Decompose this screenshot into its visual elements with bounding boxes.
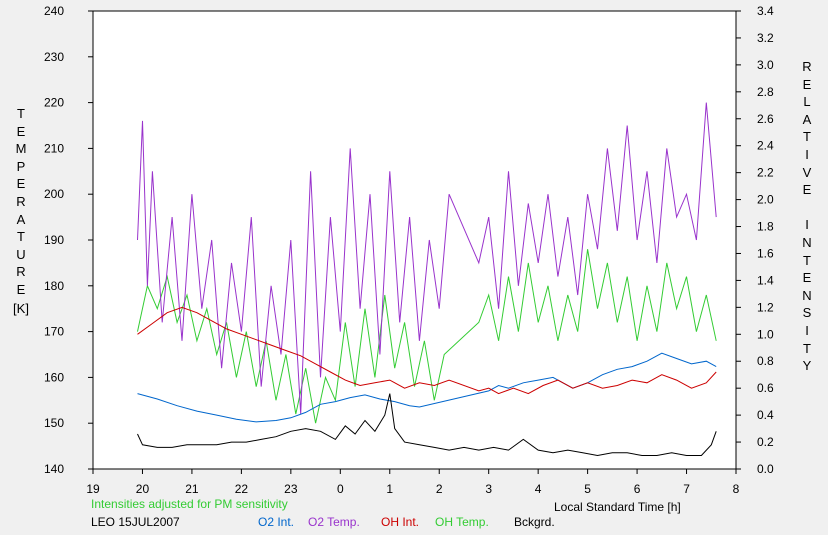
axis-title-letter: Y <box>802 358 812 374</box>
series-line-oh-int <box>137 306 717 395</box>
legend-entry: Bckgrd. <box>514 515 555 529</box>
left-tick-label: 190 <box>44 233 64 247</box>
axis-title-letter: E <box>16 123 26 139</box>
x-tick-label: 21 <box>185 482 199 496</box>
x-tick-label: 22 <box>235 482 249 496</box>
x-axis-title: Local Standard Time [h] <box>554 500 681 514</box>
right-tick-label: 2.8 <box>757 85 774 99</box>
x-tick-label: 23 <box>284 482 298 496</box>
axis-title-letter: I <box>805 322 809 338</box>
legend-entry: O2 Int. <box>258 515 295 529</box>
series-line-o2-int <box>137 352 717 423</box>
left-axis-unit: [K] <box>8 300 34 318</box>
right-tick-label: 0.8 <box>757 354 774 368</box>
right-axis-ticks: 0.0 0.2 0.4 0.6 0.8 1.0 1.2 1.4 1.6 1.8 2.0 2.2 2.4 2… <box>736 4 774 476</box>
left-tick-label: 200 <box>44 187 64 201</box>
series-layer <box>137 102 717 457</box>
series-line-oh-temp <box>137 249 717 424</box>
right-tick-label: 3.2 <box>757 31 774 45</box>
legend-entry: OH Int. <box>381 515 420 529</box>
right-tick-label: 2.4 <box>757 139 774 153</box>
sensitivity-note: Intensities adjusted for PM sensitivity <box>91 497 288 511</box>
right-tick-label: 2.2 <box>757 166 774 180</box>
axis-title-letter: R <box>802 59 812 74</box>
right-tick-label: 1.2 <box>757 300 774 314</box>
right-tick-label: 1.4 <box>757 273 774 287</box>
series-line-bckgrd <box>137 393 717 457</box>
axis-title-letter: L <box>803 94 811 110</box>
right-tick-label: 2.0 <box>757 193 774 207</box>
axis-title-letter: I <box>805 217 809 233</box>
axis-title-letter: E <box>802 76 812 92</box>
axis-title-letter: E <box>16 176 26 192</box>
left-axis-unit-text: [K] <box>13 301 29 316</box>
x-tick-label: 6 <box>634 482 641 496</box>
axis-title-letter: T <box>803 340 811 356</box>
x-tick-label: 2 <box>436 482 443 496</box>
axis-title-letter: E <box>802 270 812 286</box>
left-tick-label: 210 <box>44 141 64 155</box>
x-tick-label: 3 <box>485 482 492 496</box>
right-tick-label: 1.0 <box>757 327 774 341</box>
right-tick-label: 0.0 <box>757 462 774 476</box>
axis-title-letter: N <box>802 287 812 303</box>
x-tick-label: 4 <box>535 482 542 496</box>
x-tick-label: 5 <box>584 482 591 496</box>
axis-title-letter: T <box>803 129 811 145</box>
axis-title-letter: I <box>805 146 809 162</box>
axis-title-letter: T <box>17 106 25 121</box>
x-tick-label: 19 <box>86 482 100 496</box>
x-tick-label: 8 <box>733 482 740 496</box>
axis-title-letter: T <box>17 229 25 245</box>
axis-title-letter: E <box>802 182 812 198</box>
x-tick-label: 0 <box>337 482 344 496</box>
right-tick-label: 1.8 <box>757 220 774 234</box>
series-line-o2-temp <box>137 102 717 415</box>
left-tick-label: 160 <box>44 370 64 384</box>
left-tick-label: 140 <box>44 462 64 476</box>
axis-title-letter: T <box>803 252 811 268</box>
axis-title-letter <box>798 199 816 217</box>
left-tick-label: 170 <box>44 325 64 339</box>
right-tick-label: 3.4 <box>757 4 774 18</box>
axis-title-letter: M <box>15 141 27 157</box>
axis-title-letter: S <box>802 305 812 321</box>
x-tick-label: 1 <box>386 482 393 496</box>
axis-title-letter: V <box>802 164 812 180</box>
axis-title-letter: R <box>16 264 26 280</box>
right-tick-label: 2.6 <box>757 112 774 126</box>
axis-title-letter: P <box>16 158 26 174</box>
left-tick-label: 230 <box>44 50 64 64</box>
axis-title-letter: R <box>16 193 26 209</box>
right-tick-label: 3.0 <box>757 58 774 72</box>
left-tick-label: 180 <box>44 279 64 293</box>
plot-area <box>92 10 737 470</box>
x-axis-ticks: 19 20 21 22 23 0 1 2 3 4 5 6 7 8 <box>86 469 740 496</box>
left-tick-label: 240 <box>44 4 64 18</box>
right-tick-label: 0.2 <box>757 435 774 449</box>
axis-title-letter: N <box>802 234 812 250</box>
right-tick-label: 0.6 <box>757 381 774 395</box>
legend-entry: OH Temp. <box>435 515 489 529</box>
left-axis-ticks: 140 150 160 170 180 190 200 210 220 230 240 <box>44 4 93 476</box>
right-tick-label: 0.4 <box>757 408 774 422</box>
left-tick-label: 150 <box>44 416 64 430</box>
x-tick-label: 7 <box>683 482 690 496</box>
axis-title-letter: A <box>802 111 812 127</box>
legend-entry: O2 Temp. <box>308 515 360 529</box>
left-tick-label: 220 <box>44 96 64 110</box>
legend: O2 Int. O2 Temp. OH Int. OH Temp. Bckgrd. <box>258 515 588 533</box>
right-tick-label: 1.6 <box>757 246 774 260</box>
station-label: LEO 15JUL2007 <box>91 515 180 529</box>
axis-title-letter: A <box>16 211 26 227</box>
axis-title-letter: U <box>16 246 26 262</box>
axis-title-letter: E <box>16 281 26 297</box>
x-tick-label: 20 <box>136 482 150 496</box>
